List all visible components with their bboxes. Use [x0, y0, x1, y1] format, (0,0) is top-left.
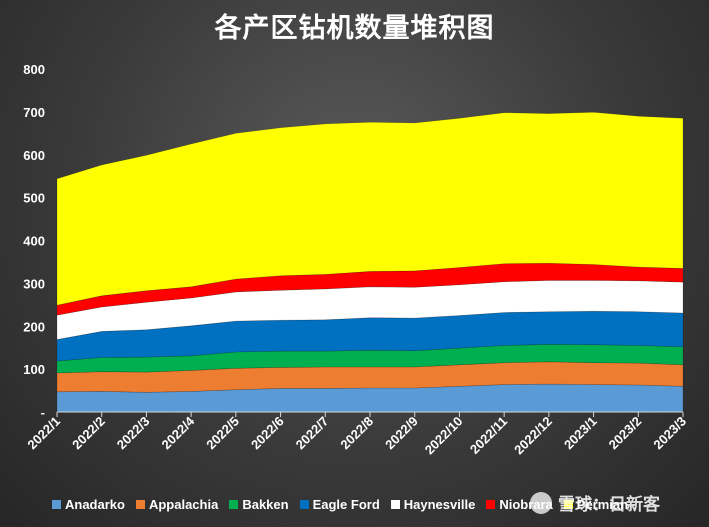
legend-label: Anadarko [65, 497, 125, 512]
area-layer [56, 111, 684, 413]
legend-label: Eagle Ford [312, 497, 380, 512]
x-tick-label: 2022/10 [422, 414, 466, 458]
legend-swatch [52, 500, 61, 509]
x-tick-label: 2023/1 [561, 414, 600, 453]
legend-label: Permian [576, 497, 629, 512]
x-axis-ticks: 2022/1 2022/2 2022/3 2022/4 2022/5 2022/6 2022… [24, 413, 689, 457]
y-tick-label: 400 [23, 234, 45, 249]
y-axis-ticks: - 100 200 300 400 500 600 700 800 [23, 62, 45, 420]
legend-item-eagle-ford: Eagle Ford [299, 497, 380, 512]
watermark: 雪球：日新客 [530, 490, 660, 515]
legend-label: Bakken [242, 497, 289, 512]
x-tick-label: 2023/3 [650, 414, 689, 453]
x-tick-label: 2022/8 [337, 414, 376, 453]
y-tick-label: 700 [23, 105, 45, 120]
snowball-logo-icon [530, 491, 552, 514]
legend-label: Haynesville [403, 497, 476, 512]
legend-swatch [299, 500, 309, 509]
x-tick-label: 2022/12 [511, 414, 555, 458]
legend-swatch [135, 500, 145, 509]
legend-swatch [390, 500, 400, 509]
legend-swatch [486, 500, 496, 509]
legend-swatch [563, 500, 573, 509]
legend-swatch [229, 500, 239, 509]
x-tick-label: 2022/6 [248, 414, 287, 453]
x-tick-label: 2022/7 [293, 414, 332, 453]
legend-item-haynesville: Haynesville [390, 497, 476, 512]
x-tick-label: 2023/2 [606, 414, 645, 453]
axes-layer [56, 411, 684, 417]
y-tick-label: 200 [23, 319, 45, 334]
y-tick-label: 800 [23, 62, 45, 77]
y-tick-label: 600 [23, 148, 45, 163]
y-tick-label: 100 [23, 362, 45, 377]
y-tick-label: 500 [23, 191, 45, 206]
chart-title: 各产区钻机数量堆积图 [214, 13, 495, 44]
x-tick-label: 2022/5 [203, 414, 242, 453]
legend-item-anadarko: Anadarko [52, 497, 125, 512]
y-tick-label: 300 [23, 276, 45, 291]
x-tick-label: 2022/4 [159, 413, 198, 452]
x-tick-label: 2022/9 [382, 414, 421, 453]
legend-item-bakken: Bakken [229, 497, 289, 512]
x-tick-label: 2022/11 [467, 414, 510, 457]
legend-item-permian: Permian [563, 497, 629, 512]
legend-label: Appalachia [148, 497, 219, 512]
watermark-text: 雪球：日新客 [558, 495, 660, 515]
legend: Anadarko Appalachia Bakken Eagle Ford Haynes… [52, 497, 628, 512]
y-tick-label: - [41, 405, 45, 420]
x-tick-label: 2022/2 [69, 414, 108, 453]
area-series-permian [56, 111, 684, 306]
legend-item-appalachia: Appalachia [135, 497, 219, 512]
x-tick-label: 2022/3 [114, 414, 153, 453]
